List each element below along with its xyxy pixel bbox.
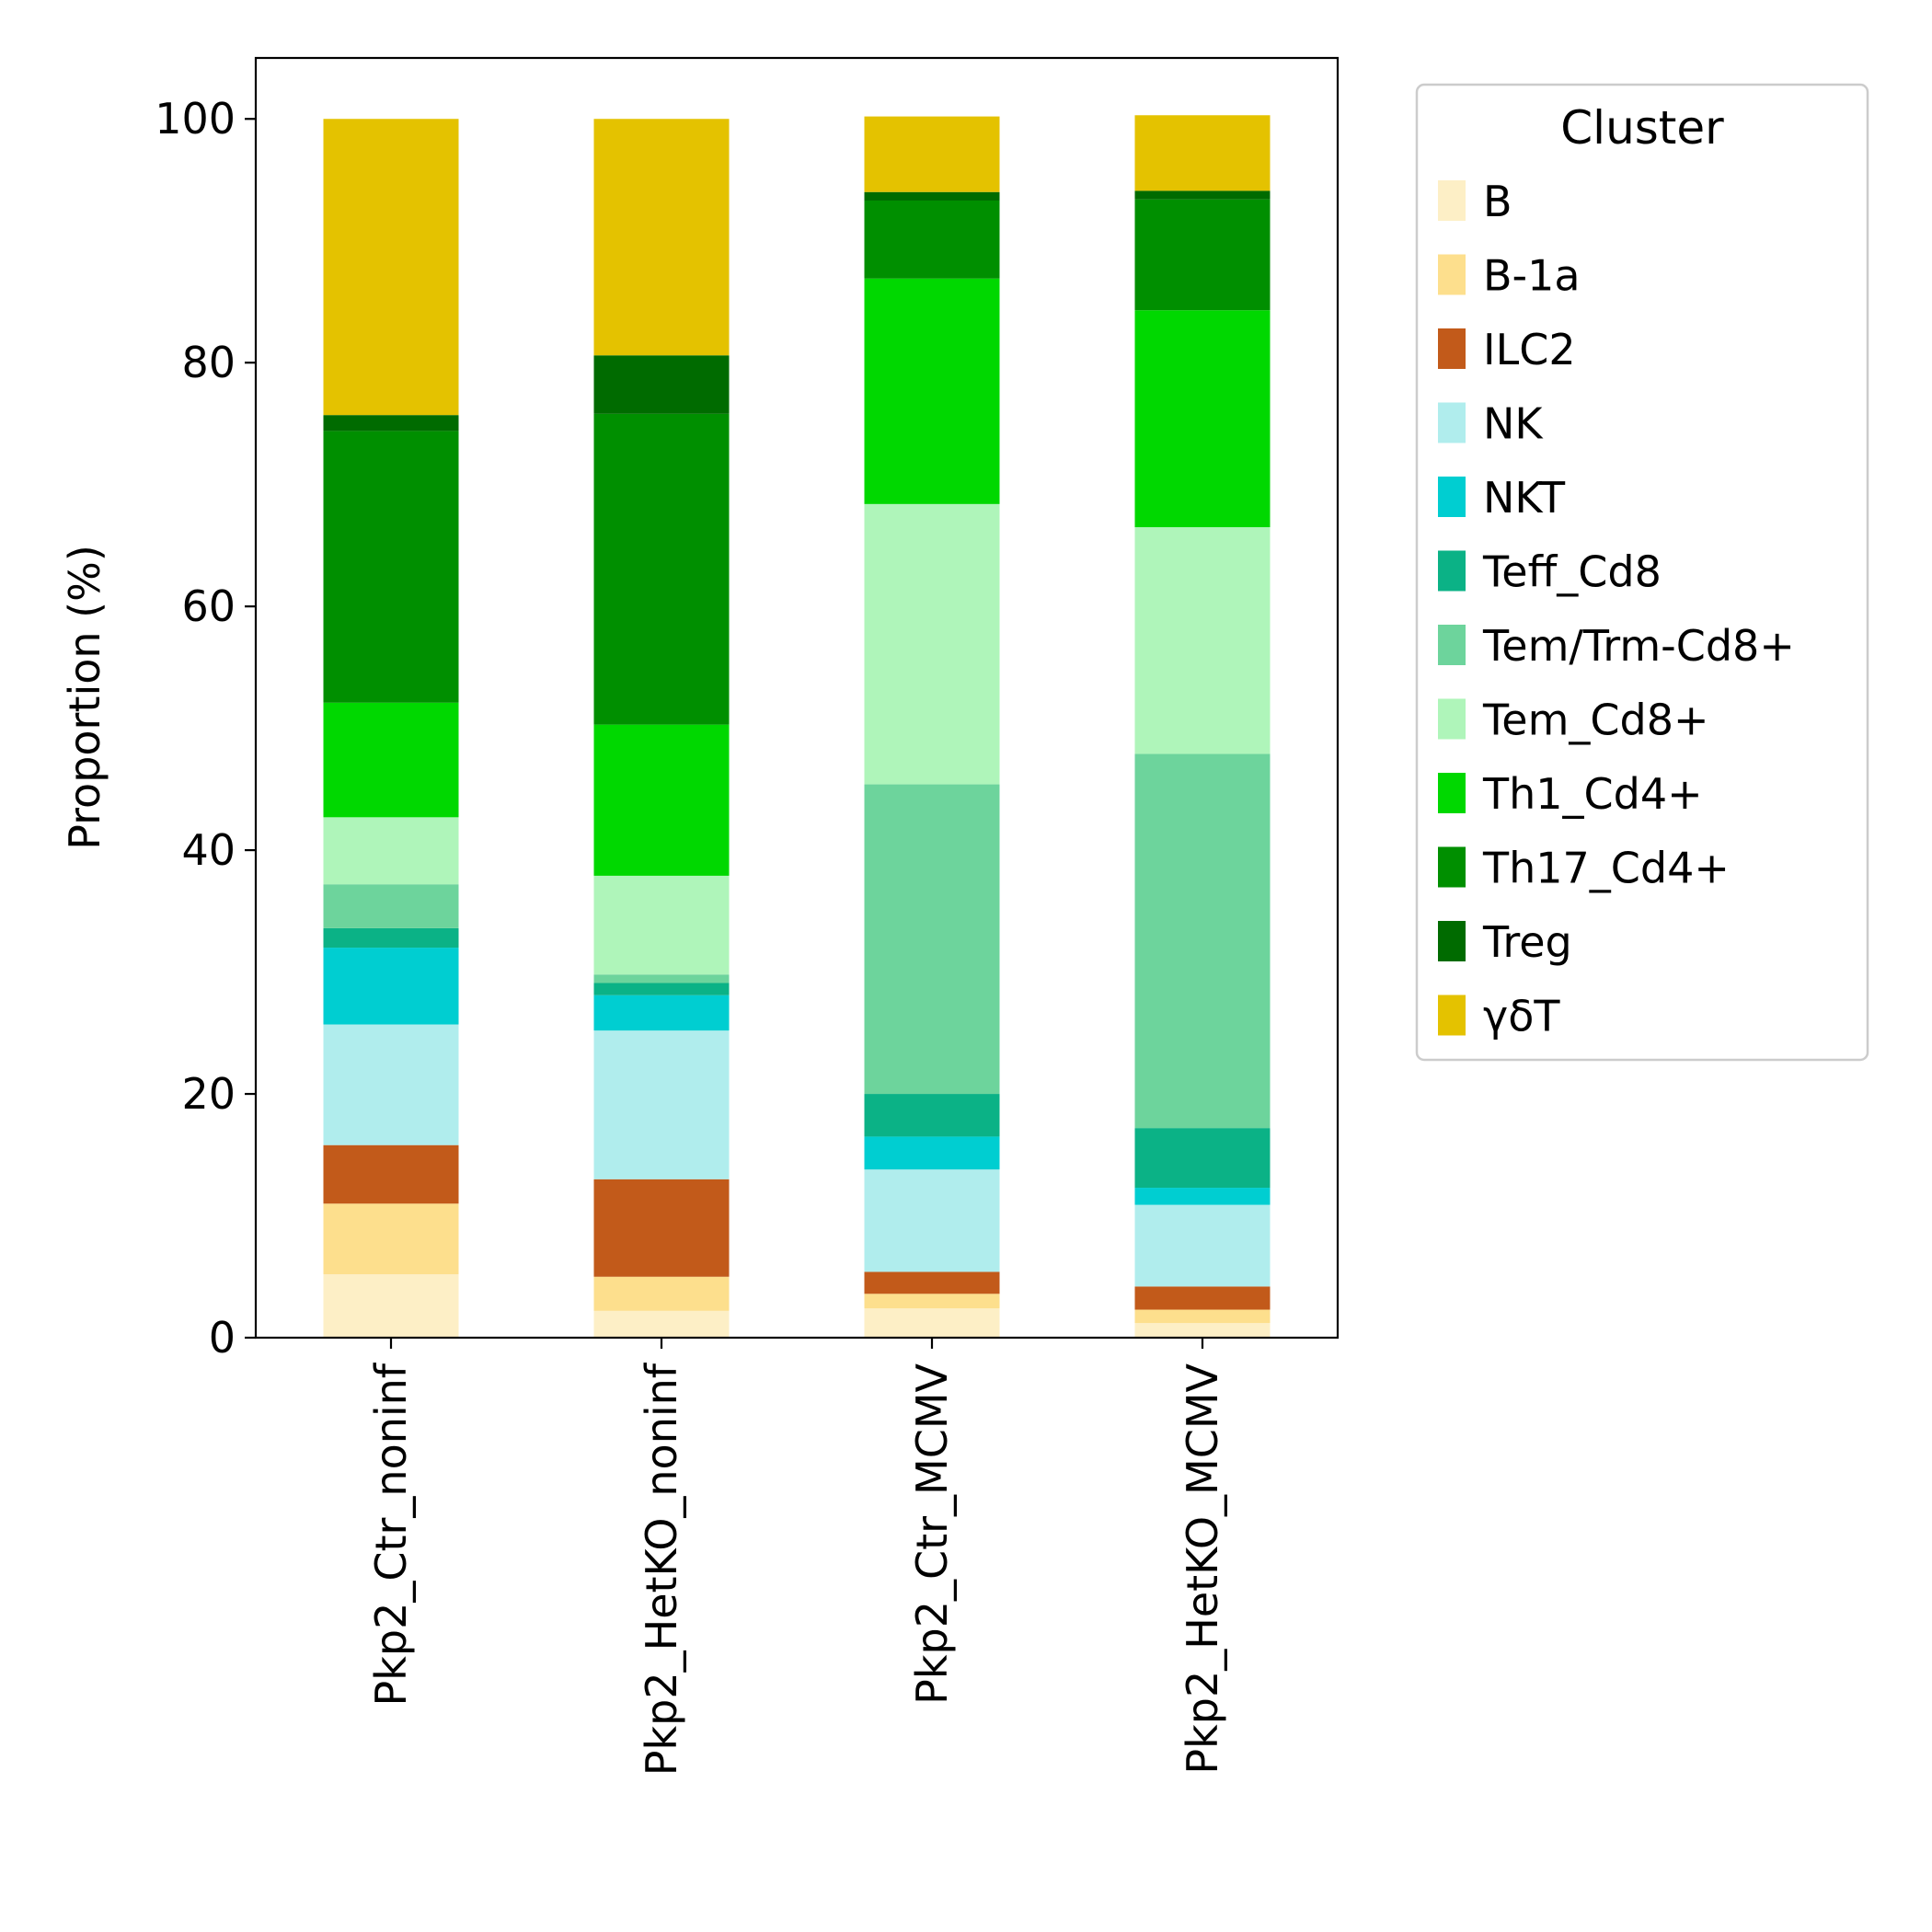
bar-segment-tem-cd8--4: [1134, 527, 1271, 754]
legend-swatch: [1438, 625, 1466, 665]
bar-segment-treg-1: [323, 415, 459, 431]
y-tick-label: 100: [155, 94, 236, 144]
plot-frame: [254, 56, 1340, 1340]
bar-segment-th17-cd4--4: [1134, 199, 1271, 311]
legend-swatch: [1438, 402, 1466, 443]
bar-segment-tem-trm-cd8--2: [593, 974, 730, 983]
bar-segment-nk-1: [323, 1024, 459, 1145]
bar-segment-tem-cd8--1: [323, 817, 459, 885]
bar-segment-b-4: [1134, 1323, 1271, 1338]
y-tick-label: 40: [181, 825, 236, 875]
bar-segment-tem-trm-cd8--4: [1134, 753, 1271, 1129]
bar-segment-b-1a-2: [593, 1276, 730, 1311]
bar-segment-nkt-2: [593, 995, 730, 1031]
bar-segment-nk-3: [864, 1169, 1000, 1272]
y-tick-label: 60: [181, 581, 236, 631]
legend-swatch: [1438, 550, 1466, 592]
bar-segment-th1-cd4--2: [593, 724, 730, 876]
legend-items: B B-1a ILC2 NK NKT Teff_Cd8 Tem/Trm-Cd8+ Tem_Cd…: [1438, 177, 1795, 1041]
legend-swatch: [1438, 773, 1466, 813]
bar-segment-ilc2-1: [323, 1144, 459, 1204]
bar-segment-nkt-3: [864, 1136, 1000, 1170]
bar-segment-b-1a-1: [323, 1203, 459, 1275]
x-tick-label: Pkp2_HetKO_noninf: [637, 1362, 686, 1776]
bar-segment-b-3: [864, 1308, 1000, 1338]
bar-segment-teff-cd8-3: [864, 1094, 1000, 1137]
bar-segment-th1-cd4--4: [1134, 310, 1271, 528]
y-axis: 0 20 40 60 80 100: [155, 94, 256, 1363]
legend-swatch: [1438, 328, 1466, 369]
bar-segment-nkt-4: [1134, 1188, 1271, 1205]
y-tick-label: 20: [181, 1069, 236, 1119]
bar-segment-teff-cd8-1: [323, 927, 459, 949]
bar-segment-nk-2: [593, 1030, 730, 1179]
x-tick-label: Pkp2_Ctr_MCMV: [907, 1363, 957, 1704]
bar-segment-treg-2: [593, 355, 730, 414]
y-axis-label: Proportion (%): [60, 545, 109, 850]
legend-swatch: [1438, 180, 1466, 221]
bar-segment-tem-cd8--2: [593, 875, 730, 975]
bar-segment-th1-cd4--1: [323, 702, 459, 818]
x-tick-label: Pkp2_HetKO_MCMV: [1178, 1363, 1227, 1774]
legend-label: Tem_Cd8+: [1482, 696, 1709, 745]
bar-segment-b-1a-3: [864, 1294, 1000, 1309]
bar-segment-nk-4: [1134, 1204, 1271, 1287]
legend-label: Th17_Cd4+: [1482, 844, 1730, 893]
y-tick-label: 0: [209, 1313, 236, 1363]
bar-segment-tem-cd8--3: [864, 503, 1000, 785]
bar-segment-nkt-1: [323, 948, 459, 1025]
bar-segment-b-2: [593, 1310, 730, 1338]
x-tick-label: Pkp2_Ctr_noninf: [366, 1362, 416, 1706]
legend-swatch: [1438, 698, 1466, 740]
bar-segment-tem-trm-cd8--1: [323, 884, 459, 928]
legend-label: Treg: [1482, 917, 1572, 967]
bar-segment-teff-cd8-4: [1134, 1128, 1271, 1189]
bar-segment-b-1a-4: [1134, 1309, 1271, 1324]
x-axis: Pkp2_Ctr_noninf Pkp2_HetKO_noninf Pkp2_Ctr…: [366, 1338, 1227, 1776]
bar-segment-tem-trm-cd8--3: [864, 784, 1000, 1095]
legend-label: NKT: [1483, 473, 1566, 523]
bar-segment-teff-cd8-2: [593, 983, 730, 995]
bar-segment-th17-cd4--1: [323, 431, 459, 703]
bar-segment-ilc2-2: [593, 1179, 730, 1277]
bar-segment-th1-cd4--3: [864, 278, 1000, 504]
legend-swatch: [1438, 477, 1466, 517]
legend-label: B-1a: [1483, 251, 1581, 301]
bar-segment-treg-3: [864, 191, 1000, 201]
legend-swatch: [1438, 995, 1466, 1036]
bar-segment--t-1: [323, 119, 459, 416]
legend-label: Th1_Cd4+: [1482, 769, 1703, 819]
y-tick-label: 80: [181, 338, 236, 387]
legend-title: Cluster: [1560, 101, 1724, 155]
legend-label: B: [1483, 177, 1512, 226]
legend-swatch: [1438, 846, 1466, 888]
legend: Cluster B B-1a ILC2 NK NKT Teff_Cd8 Tem/Trm-Cd…: [1415, 83, 1869, 1062]
bar-segment--t-3: [864, 116, 1000, 192]
legend-frame: [1415, 83, 1869, 1062]
bar-segment-ilc2-4: [1134, 1286, 1271, 1310]
legend-label: NK: [1483, 399, 1544, 449]
bar-segment-b-1: [323, 1274, 459, 1338]
legend-swatch: [1438, 921, 1466, 961]
bars-layer: [323, 115, 1271, 1338]
legend-label: ILC2: [1483, 325, 1576, 374]
bar-segment-ilc2-3: [864, 1271, 1000, 1294]
bar-segment-treg-4: [1134, 190, 1271, 200]
legend-label: Teff_Cd8: [1482, 547, 1662, 597]
bar-segment-th17-cd4--2: [593, 413, 730, 725]
legend-label: γδT: [1483, 992, 1560, 1041]
bar-segment--t-2: [593, 119, 730, 356]
legend-label: Tem/Trm-Cd8+: [1482, 621, 1795, 671]
bar-segment-th17-cd4--3: [864, 201, 1000, 279]
bar-segment--t-4: [1134, 115, 1271, 191]
legend-swatch: [1438, 254, 1466, 295]
